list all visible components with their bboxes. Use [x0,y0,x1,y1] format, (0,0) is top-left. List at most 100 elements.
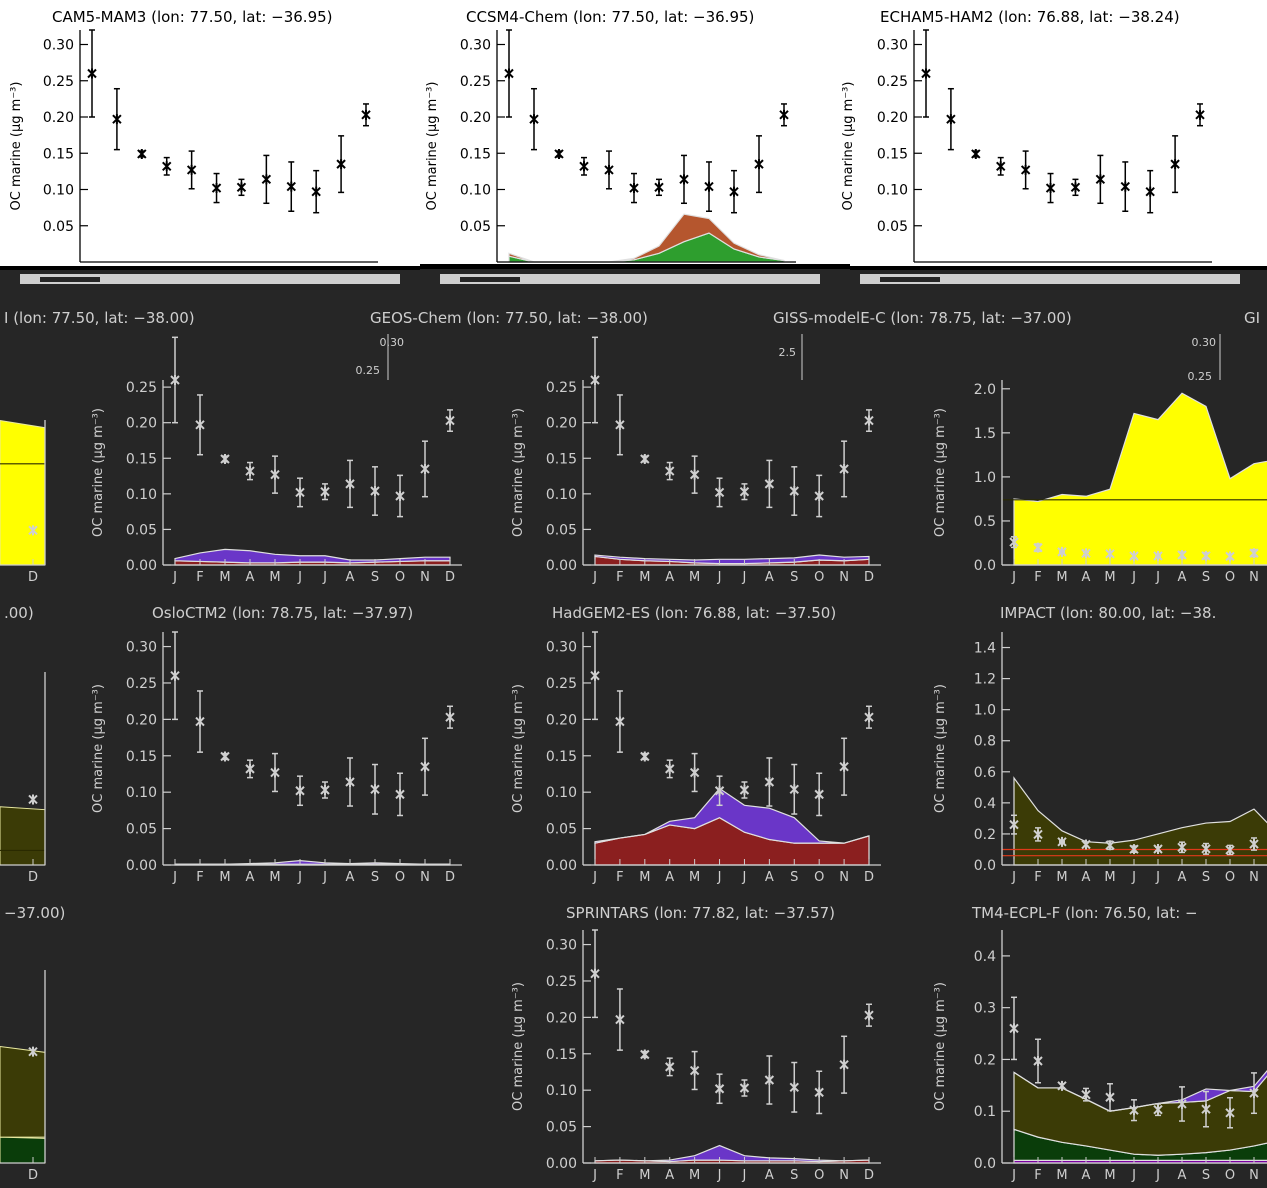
y-tick-label: 0.00 [126,558,157,574]
x-tick-label: M [219,570,230,585]
obs-point [1009,1023,1019,1034]
obs-point [245,763,255,774]
model-area-1 [0,1045,46,1138]
y-tick-label: 0.15 [126,451,157,467]
x-tick-label: M [639,570,650,585]
panel-title-sprintars: SPRINTARS (lon: 77.82, lat: −37.57) [566,904,836,922]
y-tick-label: 1.4 [974,641,996,657]
x-tick-label: F [1034,1168,1041,1183]
x-tick-label: D [864,870,874,885]
x-tick-label: F [1034,570,1041,585]
obs-point [220,453,230,464]
x-tick-label: J [1131,570,1136,585]
obs-point [1225,844,1235,855]
obs-point [1129,844,1139,855]
x-tick-label: O [1225,1168,1235,1183]
y-axis-label: OC marine (µg m⁻³) [933,982,948,1111]
x-tick-label: N [839,1168,849,1183]
obs-point [420,761,430,772]
model-area-1 [175,860,450,865]
y-tick-label: 0.30 [460,38,491,54]
obs-point [195,419,205,430]
x-tick-label: A [665,570,674,585]
x-tick-label: A [246,870,255,885]
x-tick-label: S [790,870,798,885]
obs-point [665,763,675,774]
x-tick-label: A [346,570,355,585]
x-tick-label: A [1178,570,1187,585]
inset-fragments: 0.30 0.25 2.5 0.30 0.25 [356,334,1221,383]
obs-point [839,463,849,474]
obs-point [311,186,321,197]
obs-point [615,1014,625,1025]
x-tick-label: A [1178,1168,1187,1183]
x-tick-label: O [395,870,405,885]
obs-point [1081,839,1091,850]
x-tick-label: J [592,570,597,585]
y-tick-label: 0.25 [546,380,577,396]
panel-title-giss: GISS-modelE-C (lon: 78.75, lat: −37.00) [773,309,1072,327]
obs-point [336,159,346,170]
y-tick-label: 0.05 [546,522,577,538]
obs-point [162,161,172,172]
obs-point [1081,548,1091,559]
x-tick-label: A [346,870,355,885]
y-tick-label: 0.4 [974,949,996,965]
panel-title-hadgem: HadGEM2-ES (lon: 76.88, lat: −37.50) [552,604,837,622]
obs-point [320,486,330,497]
x-tick-label: O [814,870,824,885]
y-tick-label: 0.20 [126,416,157,432]
x-tick-label: N [1249,870,1259,885]
obs-point [395,789,405,800]
obs-point [665,466,675,477]
y-tick-label: 0.20 [546,416,577,432]
y-tick-label: 0.4 [974,796,996,812]
x-tick-label: J [1131,1168,1136,1183]
inset-tick-gmi-2: 0.25 [1188,370,1213,383]
obs-point [1033,1056,1043,1066]
obs-point [295,785,305,796]
x-tick-label: D [864,1168,874,1183]
obs-point [615,716,625,727]
x-tick-label: O [1225,570,1235,585]
y-tick-label: 0.25 [126,380,157,396]
obs-point [1070,182,1081,193]
obs-point [864,415,874,426]
y-tick-label: 0.25 [546,974,577,990]
x-tick-label: O [814,570,824,585]
obs-point [689,767,700,778]
x-tick-label: M [689,870,700,885]
obs-point [1201,1104,1211,1115]
y-tick-label: 0.05 [546,1120,577,1136]
obs-point [629,183,639,194]
obs-point [946,114,956,125]
y-tick-label: 0.20 [546,712,577,728]
x-tick-label: S [1202,570,1210,585]
x-tick-label: M [1104,870,1115,885]
inset-tick-giss: 2.5 [779,346,797,359]
obs-point [395,490,405,501]
x-tick-label: M [689,1168,700,1183]
obs-point [420,463,430,474]
obs-point [714,785,725,796]
obs-point [714,487,725,498]
x-tick-label: D [28,570,38,585]
obs-point [1225,551,1235,562]
x-tick-label: S [790,570,798,585]
y-tick-label: 0.10 [877,183,908,199]
inset-tick-geos: 0.30 [380,336,405,349]
x-tick-label: J [592,1168,597,1183]
obs-point [590,375,600,385]
x-tick-label: J [717,870,722,885]
x-tick-label: D [28,1168,38,1183]
obs-point [864,1010,874,1021]
x-tick-label: M [219,870,230,885]
x-tick-label: J [717,1168,722,1183]
obs-point [186,164,197,175]
y-tick-label: 0.30 [877,38,908,54]
